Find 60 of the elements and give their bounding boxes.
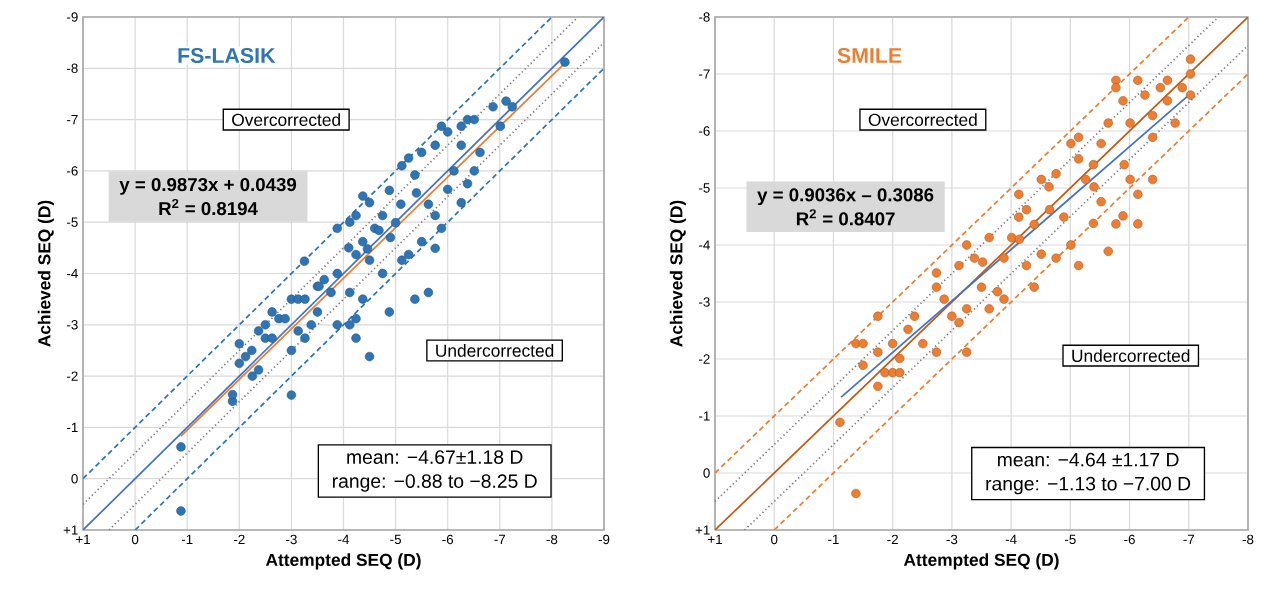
x-tick-label: -2 xyxy=(233,534,245,545)
x-tick-label: -6 xyxy=(1124,534,1135,545)
text: FS-LASIK xyxy=(178,47,276,64)
x-tick-label: -4 xyxy=(1005,534,1017,544)
y-tick-label: -7 xyxy=(67,115,78,125)
x-tick-label: -4 xyxy=(338,534,350,544)
y-tick-label: -2 xyxy=(67,371,78,381)
x-tick-label: -1 xyxy=(828,534,839,544)
y-tick-label: -4 xyxy=(67,268,78,279)
annotation: R$^{2}$ = 0.8194 xyxy=(159,198,258,216)
x-tick-label: -7 xyxy=(494,534,506,544)
annotation: mean: −4.67±1.18 D xyxy=(347,450,523,464)
x-tick-label: +1 xyxy=(76,534,90,544)
y-tick-label: +1 xyxy=(695,525,710,535)
y-tick-label: -2 xyxy=(699,354,710,364)
x-tick-label: +1 xyxy=(708,534,722,544)
annotation: R$^{2}$ = 0.8407 xyxy=(796,209,895,226)
y-tick-label: -4 xyxy=(699,240,710,250)
y-axis-title: Achieved SEQ (D) xyxy=(37,200,54,347)
annotation: range: −0.88 to −8.25 D xyxy=(332,474,537,492)
x-axis-title: Attempted SEQ (D) xyxy=(903,553,1059,570)
y-tick-label: -9 xyxy=(67,12,78,22)
text: SMILE xyxy=(837,47,902,64)
x-tick-label: -6 xyxy=(442,534,454,545)
annotation: Undercorrected xyxy=(1072,349,1190,362)
x-tick-label: -2 xyxy=(887,534,898,545)
annotation: mean: −4.64 ±1.17 D xyxy=(997,452,1179,467)
x-tick-label: -8 xyxy=(1242,534,1254,545)
y-tick-label: -7 xyxy=(699,69,710,79)
x-tick-label: 0 xyxy=(131,534,139,545)
x-tick-label: -7 xyxy=(1183,534,1195,544)
y-tick-label: 0 xyxy=(71,473,78,484)
y-tick-label: 0 xyxy=(703,468,710,478)
x-axis-title: Attempted SEQ (D) xyxy=(265,553,421,570)
y-tick-label: -1 xyxy=(699,411,710,421)
y-axis-title: Achieved SEQ (D) xyxy=(669,200,686,347)
x-tick-label: -1 xyxy=(181,534,193,544)
annotation: y = 0.9036x – 0.3086 xyxy=(757,188,934,206)
y-tick-label: -6 xyxy=(699,126,710,136)
y-tick-label: +1 xyxy=(63,525,78,535)
y-tick-label: -8 xyxy=(699,12,710,22)
x-tick-label: -5 xyxy=(1064,534,1076,545)
y-tick-label: -3 xyxy=(699,297,710,307)
annotation: Undercorrected xyxy=(436,344,554,357)
y-tick-label: -3 xyxy=(67,320,78,330)
annotation: Overcorrected xyxy=(868,113,977,126)
y-tick-label: -5 xyxy=(67,217,78,227)
annotation: Overcorrected xyxy=(232,113,340,126)
y-tick-label: -5 xyxy=(699,183,710,193)
x-tick-label: -9 xyxy=(598,534,610,545)
y-tick-label: -1 xyxy=(67,422,78,432)
annotation: y = 0.9873x + 0.0439 xyxy=(119,177,297,195)
y-tick-label: -6 xyxy=(67,166,78,176)
x-tick-label: -3 xyxy=(286,534,297,545)
x-tick-label: -3 xyxy=(946,534,958,545)
x-tick-label: -8 xyxy=(546,534,558,545)
x-tick-label: 0 xyxy=(771,534,778,545)
annotation: range: −1.13 to −7.00 D xyxy=(986,476,1191,495)
x-tick-label: -5 xyxy=(390,534,401,545)
y-tick-label: -8 xyxy=(67,63,78,74)
